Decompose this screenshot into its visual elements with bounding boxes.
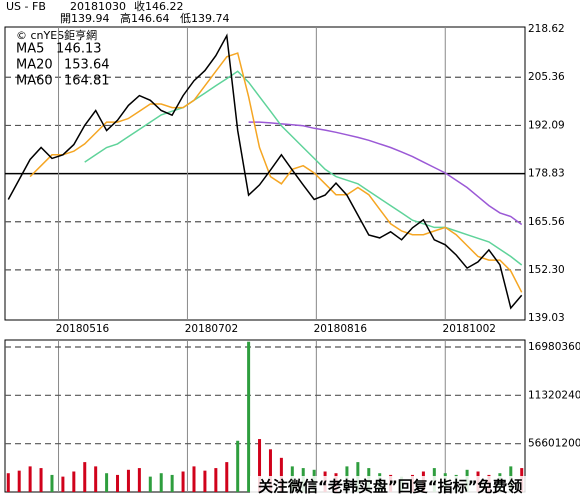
x-tick-label: 20180816: [314, 323, 368, 335]
volume-frame: [4, 339, 526, 493]
high-price: 高146.64: [120, 11, 170, 25]
y-tick-label: 152.30: [528, 264, 565, 276]
volume-bar: [116, 474, 120, 492]
volume-bar: [126, 469, 130, 492]
volume-bar: [39, 468, 43, 492]
y-tick-label: 178.83: [528, 168, 565, 180]
y-tick-label: 56601200: [528, 438, 580, 450]
open-price: 開139.94: [60, 12, 110, 25]
date: 20181030: [70, 0, 126, 13]
close-price: 收146.22: [134, 0, 184, 13]
volume-bar: [137, 468, 141, 492]
legend-value: 146.13: [56, 42, 102, 57]
volume-bar: [94, 466, 98, 492]
volume-bar: [61, 476, 65, 492]
volume-bar: [105, 473, 109, 492]
x-tick-label: 20180516: [56, 323, 110, 335]
volume-bar: [279, 457, 283, 492]
legend-name: MA5: [16, 42, 44, 57]
watermark: 关注微信“老韩实盘”回复“指标”免费领: [258, 478, 522, 496]
legend-name: MA60: [16, 74, 53, 89]
y-tick-label: 113202400: [528, 389, 580, 401]
legend-name: MA20: [16, 58, 53, 73]
volume-bar: [258, 439, 262, 492]
legend-value: 153.64: [64, 58, 110, 73]
volume-bar: [72, 471, 76, 492]
volume-bar: [192, 466, 196, 492]
volume-bar: [236, 440, 240, 492]
ma-line: [84, 70, 523, 266]
y-tick-label: 169803600: [528, 341, 580, 353]
y-tick-label: 218.62: [528, 23, 565, 35]
ma-line: [248, 121, 523, 226]
ma-line: [29, 52, 523, 293]
volume-bar: [17, 470, 21, 492]
low-price: 低139.74: [180, 12, 230, 25]
y-tick-label: 205.36: [528, 71, 565, 83]
y-tick-label: 139.03: [528, 312, 565, 324]
volume-bar: [247, 341, 251, 492]
y-tick-label: 165.56: [528, 216, 565, 228]
volume-bar: [214, 468, 218, 492]
volume-bar: [83, 462, 87, 492]
volume-bar: [170, 474, 174, 492]
volume-bar: [203, 470, 207, 492]
y-tick-label: 192.09: [528, 119, 565, 131]
volume-bar: [159, 473, 163, 492]
price-line: [7, 33, 523, 310]
volume-bar: [181, 471, 185, 492]
legend-value: 164.81: [64, 74, 110, 89]
watermark-band: [250, 476, 580, 498]
symbol: US - FB: [6, 0, 46, 13]
x-tick-label: 20181002: [443, 323, 496, 335]
volume-bar: [50, 474, 54, 492]
volume-bar: [148, 476, 152, 492]
source: © cnYES鉅亨網: [16, 28, 97, 42]
volume-bar: [225, 462, 229, 492]
x-tick-label: 20180702: [185, 323, 238, 335]
volume-bar: [6, 473, 10, 492]
volume-bar: [268, 449, 272, 492]
volume-bar: [28, 466, 32, 492]
